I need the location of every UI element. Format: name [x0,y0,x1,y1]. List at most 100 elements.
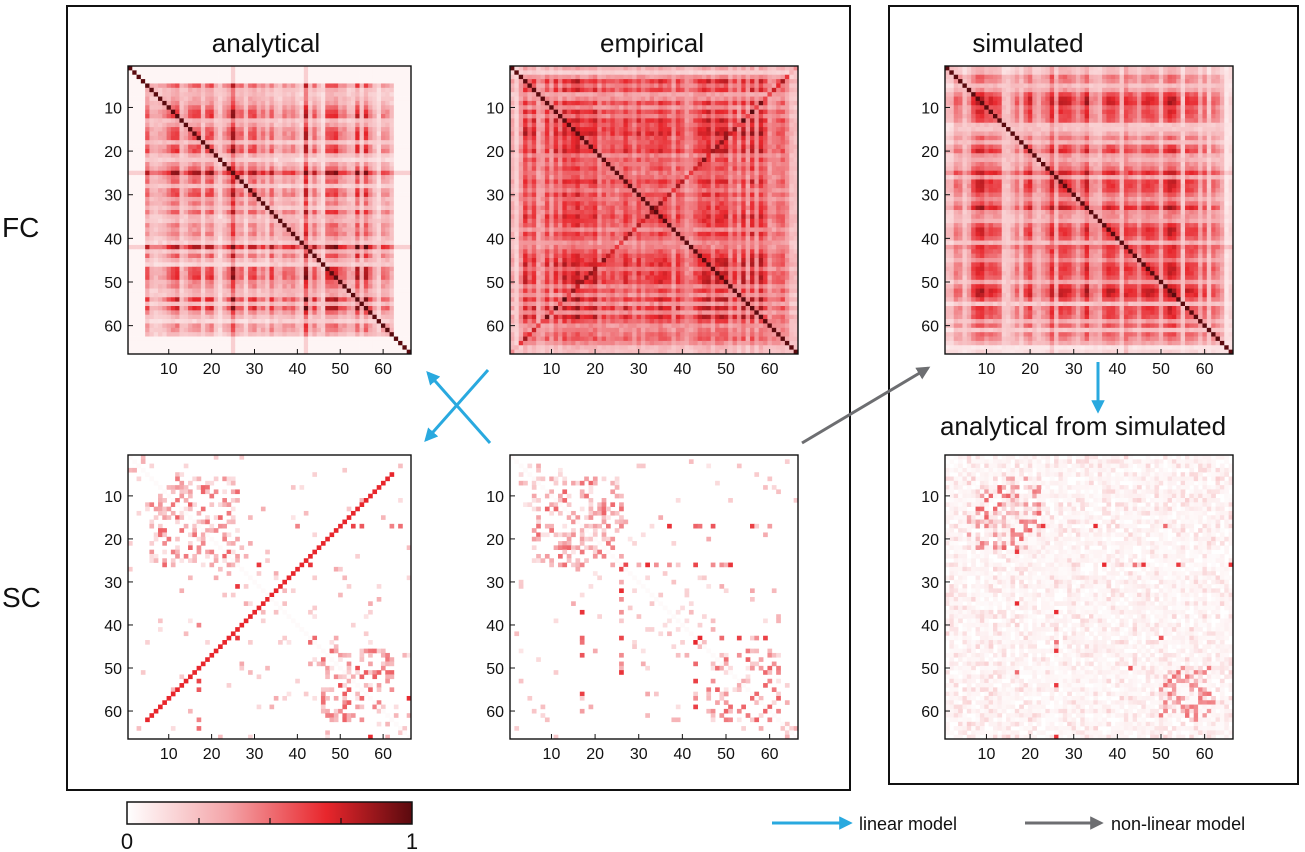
heatmap-cell [188,258,193,263]
heatmap-cell [706,66,712,71]
heatmap-cell [145,262,150,268]
heatmap-cell [640,74,646,80]
heatmap-cell [389,92,395,97]
heatmap-cell [597,66,602,71]
heatmap-cell [376,74,382,80]
y-tick-label: 10 [104,100,122,117]
heatmap-cell [226,297,232,302]
heatmap-cell [333,240,339,246]
heatmap-cell [209,231,215,237]
heatmap-cell [368,279,373,285]
heatmap-cell [239,109,245,115]
heatmap-cell [510,100,515,106]
heatmap-cell [158,275,163,281]
heatmap-cell [252,301,257,307]
heatmap-cell [329,122,335,128]
heatmap-cell [158,201,163,206]
heatmap-cell [350,183,356,189]
heatmap-cell [149,266,155,272]
heatmap-cell [218,183,223,189]
heatmap-cell [562,83,568,89]
heatmap-cell [406,349,412,355]
heatmap-cell [278,166,283,172]
heatmap-cell [243,74,249,80]
heatmap-cell [290,284,296,289]
heatmap-cell [338,183,343,189]
heatmap-cell [518,70,524,76]
heatmap-cell [136,148,142,154]
heatmap-cell [132,292,137,298]
heatmap-cell [209,122,215,128]
heatmap-cell [316,345,322,350]
heatmap-cell [338,122,343,128]
heatmap-cell [299,279,305,285]
heatmap-cell [308,227,313,233]
heatmap-cell [316,301,322,307]
heatmap-cell [290,292,296,298]
heatmap-cell [549,70,554,76]
heatmap-cell [209,301,215,307]
heatmap-cell [359,114,365,119]
heatmap-cell [158,288,163,294]
heatmap-cell [196,179,202,185]
heatmap-cell [632,92,637,97]
heatmap-cell [342,279,348,285]
heatmap-cell [316,92,322,97]
heatmap-cell [188,196,193,202]
heatmap-cell [303,284,309,289]
heatmap-cell [510,74,515,80]
heatmap-cell [380,166,386,172]
heatmap-cell [256,162,262,167]
heatmap-cell [518,87,524,93]
heatmap-cell [329,253,335,259]
y-tick-label: 20 [104,144,122,161]
heatmap-cell [784,66,790,71]
heatmap-cell [325,249,330,254]
heatmap-cell [140,271,146,276]
heatmap-cell [286,275,292,281]
heatmap-cell [376,83,382,89]
heatmap-cell [265,340,270,346]
heatmap-cell [320,153,326,158]
heatmap-cell [278,332,283,337]
heatmap-cell [192,314,197,320]
heatmap-cell [218,140,223,145]
heatmap-cell [320,87,326,93]
heatmap-cell [376,249,382,254]
heatmap-cell [531,66,537,71]
heatmap-cell [273,349,279,355]
heatmap-cell [316,271,322,276]
heatmap-cell [166,262,172,268]
heatmap-cell [290,262,296,268]
heatmap-cell [243,118,249,124]
heatmap-cell [531,74,537,80]
heatmap-cell [248,131,253,137]
heatmap-cell [170,292,176,298]
heatmap-cell [342,109,348,115]
heatmap-cell [239,157,245,163]
heatmap-cell [789,66,794,71]
heatmap-cell [702,70,707,76]
heatmap-cell [166,157,172,163]
heatmap-cell [329,288,335,294]
heatmap-cell [282,266,287,272]
heatmap-cell [265,306,270,311]
heatmap-cell [226,292,232,298]
heatmap-cell [243,66,249,71]
heatmap-cell [299,244,305,250]
heatmap-cell [128,92,133,97]
heatmap-cell [200,70,206,76]
heatmap-cell [226,118,232,124]
heatmap-cell [346,244,352,250]
heatmap-cell [372,297,378,302]
heatmap-cell [355,166,360,172]
heatmap-cell [200,218,206,224]
heatmap-cell [218,214,223,220]
heatmap-cell [145,196,150,202]
heatmap-cell [230,153,236,158]
heatmap-cell [741,66,746,71]
heatmap-cell [333,79,339,84]
heatmap-cell [170,249,176,254]
heatmap-cell [355,349,360,355]
heatmap-cell [153,284,159,289]
